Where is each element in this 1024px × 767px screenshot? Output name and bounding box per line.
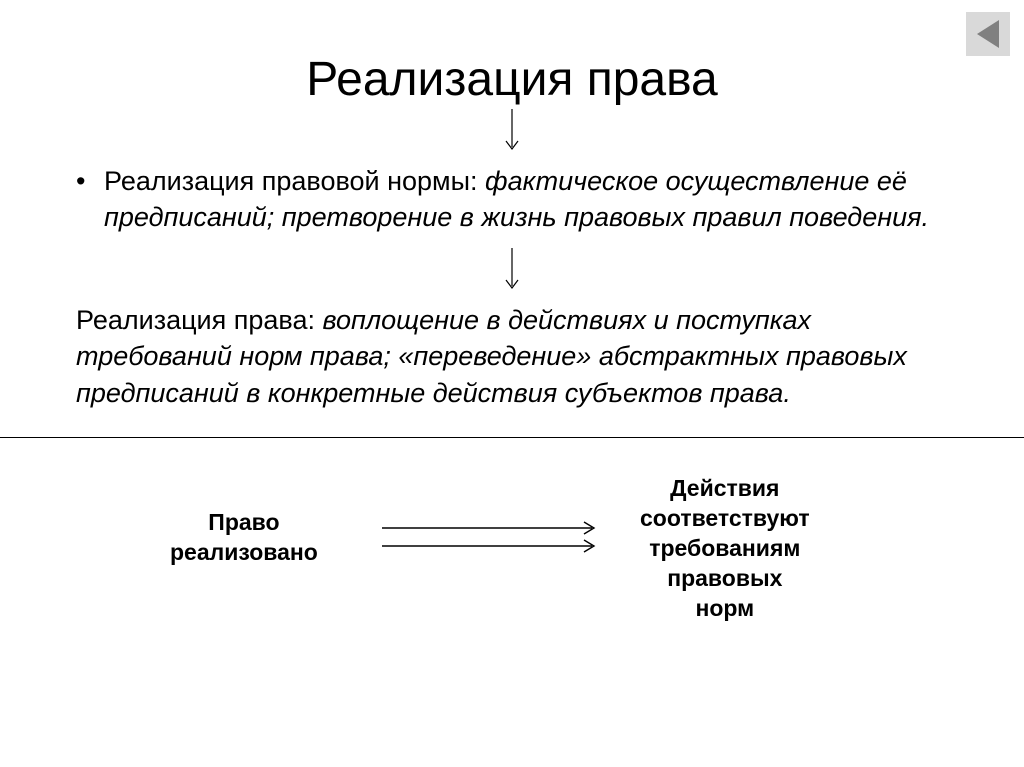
divider [0,437,1024,438]
bullet-icon: • [70,163,104,236]
term-2: Реализация права [76,305,307,335]
arrow-down-1 [0,107,1024,157]
definition-block-1: • Реализация правовой нормы: фактическое… [70,163,954,236]
bottom-right-label: Действия соответствуют требованиям право… [640,474,810,623]
bottom-left-line1: Право [170,508,318,538]
page-title: Реализация права [0,0,1024,107]
horizontal-arrows [380,518,610,563]
bottom-right-line2: соответствуют [640,504,810,534]
bottom-left-label: Право реализовано [170,508,318,568]
bottom-diagram: Право реализовано Действия соответствуют… [0,468,1024,628]
definition-block-2: Реализация права: воплощение в действиях… [70,302,954,411]
back-button[interactable] [966,12,1010,56]
bottom-right-line1: Действия [640,474,810,504]
bottom-right-line4: правовых [640,564,810,594]
bottom-left-line2: реализовано [170,538,318,568]
arrow-down-2 [70,246,954,296]
bottom-right-line3: требованиям [640,534,810,564]
back-triangle-icon [977,20,999,48]
bottom-right-line5: норм [640,594,810,624]
term-1: Реализация правовой нормы [104,166,470,196]
